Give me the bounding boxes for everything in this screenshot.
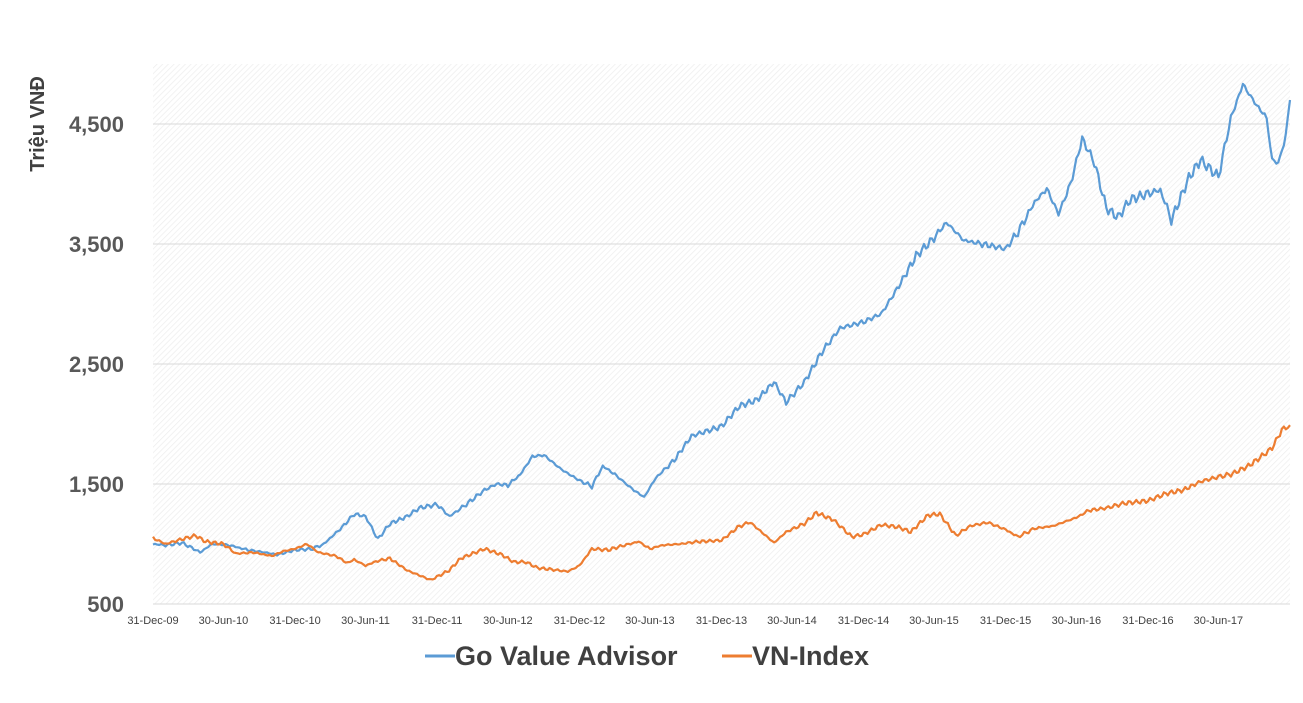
- gridlines: [153, 123, 1290, 485]
- plot-area: [153, 64, 1290, 604]
- y-tick-label: 1,500: [69, 472, 124, 497]
- y-tick-label: 2,500: [69, 352, 124, 377]
- x-tick-label: 31-Dec-09: [127, 615, 178, 627]
- y-tick-label: 4,500: [69, 112, 124, 137]
- series-line-0: [152, 82, 1292, 557]
- y-axis-title: Triệu VNĐ: [27, 76, 49, 172]
- x-tick-label: 30-Jun-14: [767, 615, 817, 627]
- x-tick-label: 30-Jun-11: [341, 615, 390, 627]
- x-tick-label: 30-Jun-10: [199, 615, 249, 627]
- legend-label-1: VN-Index: [752, 641, 869, 671]
- x-tick-label: 30-Jun-15: [909, 615, 959, 627]
- x-tick-label: 30-Jun-16: [1052, 615, 1102, 627]
- x-tick-label: 31-Dec-13: [696, 615, 747, 627]
- x-axis: 31-Dec-09 30-Jun-10 31-Dec-10 30-Jun-11 31-D…: [127, 603, 1290, 627]
- x-tick-label: 31-Dec-14: [838, 615, 889, 627]
- series-group: [152, 82, 1292, 581]
- y-tick-label: 3,500: [69, 232, 124, 257]
- x-tick-label: 31-Dec-10: [269, 615, 320, 627]
- legend: Go Value Advisor VN-Index: [425, 641, 869, 671]
- x-tick-label: 31-Dec-16: [1122, 615, 1173, 627]
- x-tick-label: 30-Jun-17: [1194, 615, 1244, 627]
- x-tick-label: 31-Dec-12: [554, 615, 605, 627]
- legend-label-0: Go Value Advisor: [455, 641, 678, 671]
- x-tick-label: 31-Dec-11: [412, 615, 463, 627]
- series-line-1: [152, 424, 1291, 581]
- x-tick-label: 30-Jun-12: [483, 615, 533, 627]
- y-tick-label: 500: [87, 592, 124, 617]
- x-tick-label: 30-Jun-13: [625, 615, 675, 627]
- y-axis: 500 1,500 2,500 3,500 4,500: [69, 112, 124, 617]
- x-tick-label: 31-Dec-15: [980, 615, 1031, 627]
